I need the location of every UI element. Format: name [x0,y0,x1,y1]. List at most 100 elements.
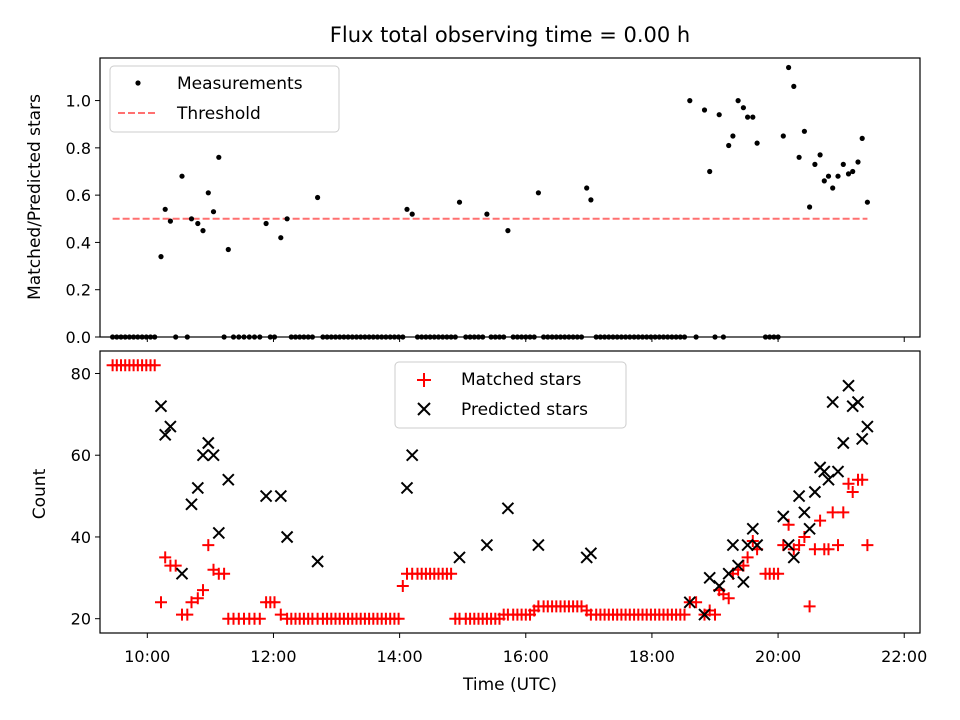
measurement-point [835,173,841,179]
measurement-point [167,218,173,224]
measurement-point [205,190,211,196]
y-tick-label: 0.0 [66,328,91,347]
predicted-star-point [712,579,726,593]
matched-star-point [191,592,204,605]
predicted-star-point [501,502,515,515]
flux-ratio-panel: Flux total observing time = 0.00 h Match… [25,23,921,347]
predicted-star-point [222,473,235,486]
x-tick-label: 22:00 [881,647,927,666]
matched-star-point [803,600,816,613]
top-legend-box [109,65,340,133]
predicted-star-point [851,395,865,409]
predicted-star-point [191,481,205,495]
measurement-point [162,206,168,212]
measurement-point [409,211,415,217]
measurement-point [535,190,542,196]
measurement-point [278,235,284,241]
matched-star-point [793,539,806,552]
measurement-point [505,228,511,234]
measurement-point [726,142,732,149]
predicted-star-point [207,448,220,462]
x-tick-label: 18:00 [629,647,675,666]
predicted-star-point [798,506,811,519]
matched-star-point [197,584,209,597]
measurement-point [687,98,693,104]
measurement-point [830,185,836,191]
measurement-point [225,246,231,253]
star-count-panel: Count Time (UTC) 20 40 60 80 10:00 12:00 14:00… [30,350,928,695]
matched-star-point [202,539,215,552]
measurement-point [812,161,818,167]
x-tick-label: 20:00 [755,647,801,666]
measurement-point [745,114,751,120]
predicted-star-point [280,530,294,544]
matched-star-point [822,543,835,556]
y-tick-label: 60 [71,446,91,465]
predicted-star-point [782,538,795,552]
matched-star-point [218,567,231,580]
measurement-point [707,168,713,175]
y-tick-label: 0.2 [66,281,91,300]
predicted-star-point [746,522,760,536]
matched-star-point [837,506,850,519]
predicted-star-point [405,448,419,462]
predicted-star-point [803,522,816,536]
predicted-star-point [698,608,711,621]
measurement-point [845,171,852,177]
x-axis-label: Time (UTC) [462,675,557,695]
y-tick-label: 20 [71,610,91,629]
predicted-star-point [792,489,806,503]
measurement-point [701,107,708,113]
matched-star-point [396,580,409,592]
measurement-point [740,105,747,111]
bottom-axes-frame [99,350,921,634]
predicted-star-point [196,448,210,462]
predicted-star-point [726,538,740,552]
measurement-point [210,209,217,215]
matched-star-point [856,473,869,486]
legend-threshold-label: Threshold [176,104,261,124]
chart-title: Flux total observing time = 0.00 h [330,23,690,47]
matched-star-point [148,359,161,372]
bottom-plot-marks [106,359,874,625]
predicted-star-point [259,489,273,503]
measurement-point [801,128,808,134]
matched-star-point [772,567,785,580]
predicted-star-point [741,538,754,552]
measurement-point [859,135,865,141]
measurement-point [284,216,290,222]
measurement-point [263,220,269,227]
predicted-star-point [154,399,168,413]
y-axis-label-count: Count [30,468,50,519]
measurement-point [315,194,321,201]
y-tick-label: 0.6 [66,186,91,205]
predicted-star-point [202,436,215,450]
bottom-ticks: 20 40 60 80 10:00 12:00 14:00 16:00 18:00 20:00 22… [71,364,928,666]
measurement-point [786,64,792,71]
predicted-star-point [480,538,494,552]
measurement-point [825,173,832,179]
predicted-star-point [164,420,177,433]
measurement-point [850,168,856,175]
measurement-point [817,152,823,158]
measurement-point [780,133,786,139]
legend-matched-label: Matched stars [461,370,581,390]
predicted-star-point [212,526,226,540]
y-tick-label: 40 [71,528,91,547]
predicted-star-point [861,420,874,433]
measurement-point [179,173,185,179]
matched-star-point [846,486,859,498]
measurement-point [158,254,164,260]
bottom-legend-box [394,361,627,429]
matched-star-point [709,608,721,621]
predicted-star-point [400,481,414,495]
top-legend: Measurements Threshold [109,65,340,133]
predicted-star-point [837,436,850,450]
predicted-star-point [158,428,172,442]
measurement-point [588,197,594,203]
matched-star-point [826,506,839,519]
matched-star-point [445,567,458,580]
measurement-point [216,154,222,160]
predicted-star-point [584,547,598,560]
predicted-star-point [311,555,324,568]
